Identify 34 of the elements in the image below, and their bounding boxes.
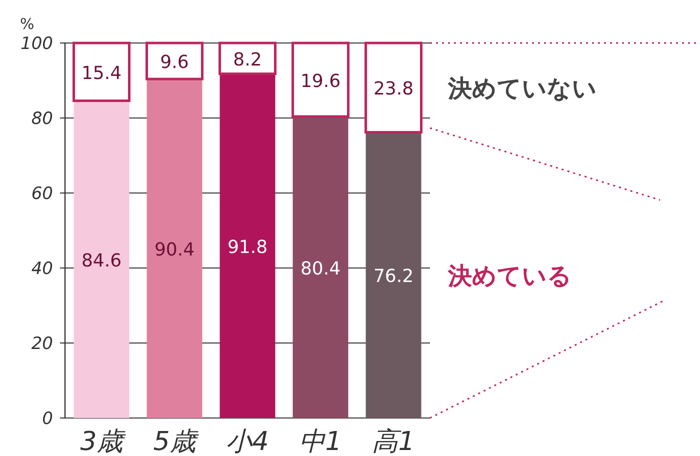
series-label: 決めていない	[447, 74, 597, 103]
bar	[74, 100, 130, 418]
y-tick-label: 40	[31, 259, 53, 279]
x-tick-label: 高1	[372, 427, 415, 456]
x-tick-label: 小4	[226, 427, 269, 456]
bar	[220, 74, 276, 418]
data-label: 84.6	[81, 250, 122, 272]
bar	[218, 42, 276, 75]
bar	[292, 116, 348, 418]
data-label: 8.2	[233, 49, 262, 70]
x-tick-label: 3歳	[80, 427, 126, 456]
y-axis-title: %	[20, 15, 34, 33]
y-tick-label: 100	[20, 34, 53, 54]
bar	[72, 42, 130, 102]
data-label: 9.6	[160, 52, 189, 73]
x-tick-label: 5歳	[153, 427, 199, 456]
x-tick-label: 中1	[299, 427, 342, 456]
bar	[364, 42, 422, 134]
y-tick-label: 20	[31, 334, 53, 354]
y-tick-label: 80	[31, 109, 53, 129]
series-label: 決めている	[447, 262, 572, 290]
bar	[292, 42, 350, 118]
bar	[366, 132, 422, 418]
y-tick-label: 0	[42, 409, 53, 429]
bar	[146, 79, 202, 418]
data-label: 19.6	[300, 70, 341, 92]
data-label: 15.4	[81, 62, 122, 84]
data-label: 23.8	[373, 78, 414, 100]
bar	[146, 42, 204, 80]
y-tick-label: 60	[31, 184, 53, 204]
data-label: 76.2	[373, 266, 414, 288]
data-label: 80.4	[300, 258, 341, 280]
data-label: 91.8	[227, 236, 268, 258]
data-label: 90.4	[154, 240, 195, 260]
